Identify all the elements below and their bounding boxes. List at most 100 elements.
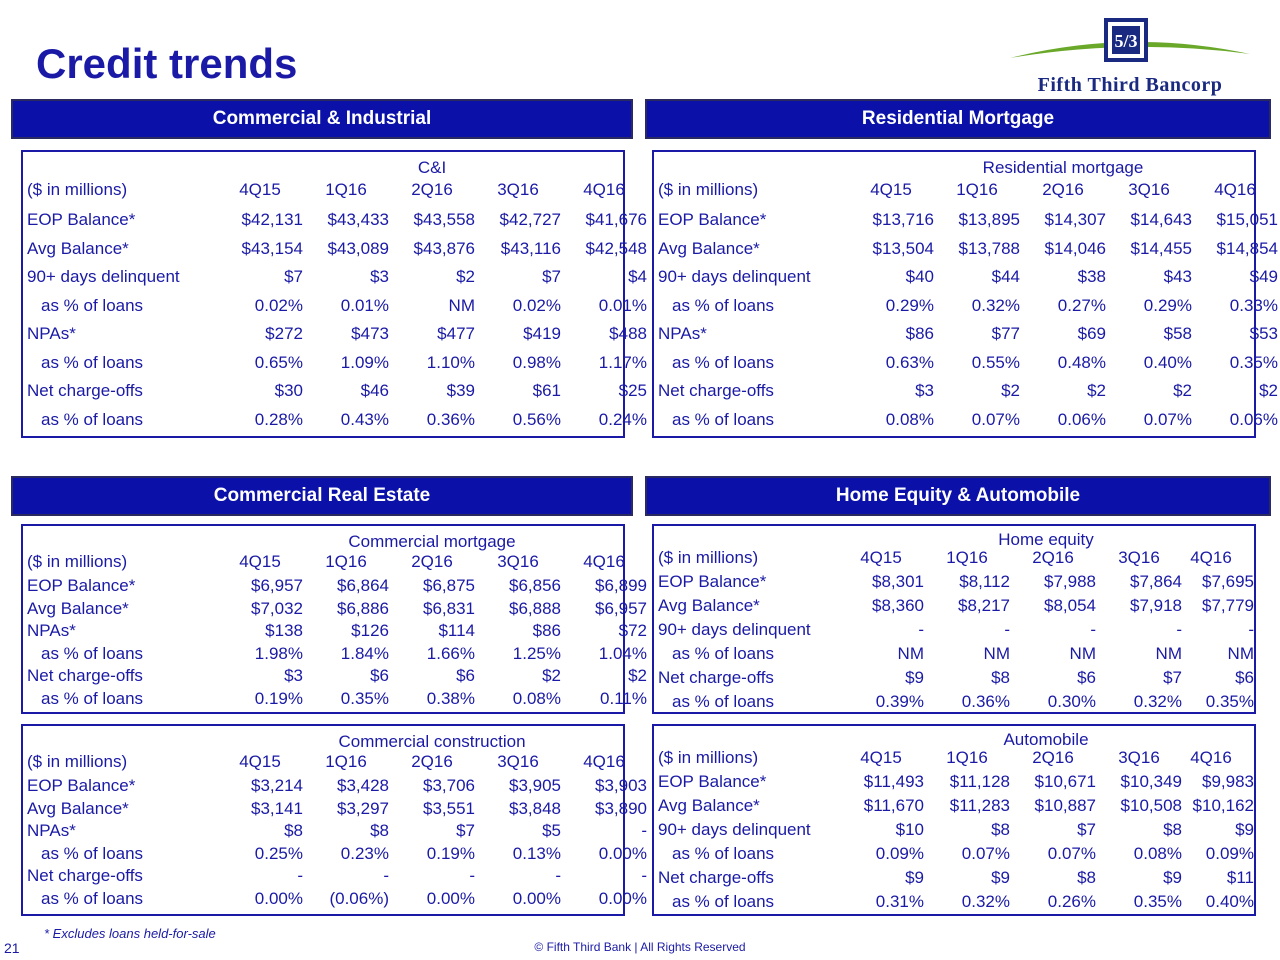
- cell-value: $44: [991, 267, 1020, 286]
- cell-value: $11,283: [949, 796, 1010, 815]
- table-caption: C&I: [417, 158, 447, 177]
- cell-value: 0.26%: [1047, 892, 1096, 911]
- cell-value: $8: [284, 821, 303, 840]
- page-title: Credit trends: [36, 40, 298, 87]
- cell-value: $3,706: [423, 776, 475, 795]
- table-row: as % of loans NM NM NM NM NM: [658, 644, 1258, 666]
- period-header: 1Q16: [956, 180, 998, 199]
- cell-value: $8,054: [1044, 596, 1096, 615]
- cell-value: 0.27%: [1057, 295, 1106, 315]
- cell-value: 0.00%: [254, 888, 303, 908]
- cell-value: 0.33%: [1229, 295, 1278, 315]
- cell-value: $77: [991, 324, 1020, 343]
- cell-value: 0.38%: [426, 688, 475, 708]
- cell-value: $13,895: [958, 210, 1020, 229]
- period-header: 1Q16: [325, 180, 367, 199]
- cell-value: 0.00%: [598, 888, 647, 908]
- cell-value: $8: [991, 668, 1010, 687]
- table-row: as % of loans 0.00% (0.06%) 0.00% 0.00% 0.00%: [27, 888, 647, 911]
- table-header-row: ($ in millions) 4Q15 1Q16 2Q16 3Q16 4Q16: [658, 548, 1258, 570]
- cell-value: $3,141: [251, 798, 303, 818]
- period-header: 4Q16: [1190, 748, 1232, 767]
- page-number: 21: [4, 940, 20, 956]
- cell-value: $6: [456, 666, 475, 685]
- cell-value: $10,508: [1120, 796, 1182, 815]
- cell-value: 0.01%: [340, 295, 389, 315]
- cell-value: $13,716: [872, 210, 934, 229]
- cell-value: $41,676: [585, 210, 647, 229]
- cell-value: $8,301: [872, 572, 924, 591]
- row-label: as % of loans: [41, 888, 144, 908]
- cell-value: $61: [532, 381, 561, 400]
- logo-mark: 5/3: [1114, 31, 1137, 51]
- row-label: as % of loans: [41, 643, 144, 663]
- period-header: 3Q16: [1128, 180, 1170, 199]
- cell-value: NM: [983, 644, 1010, 663]
- period-header: 3Q16: [1118, 548, 1160, 567]
- cell-value: $11,670: [863, 796, 924, 815]
- cell-value: $7: [1163, 668, 1182, 687]
- period-header: 4Q15: [870, 180, 912, 199]
- section-commercial-industrial: Commercial & Industrial: [11, 99, 633, 139]
- cell-value: $3,551: [423, 798, 475, 818]
- cell-value: $3: [284, 666, 303, 685]
- row-label: Avg Balance*: [658, 238, 760, 258]
- row-label: EOP Balance*: [658, 772, 767, 791]
- period-header: 3Q16: [497, 552, 539, 571]
- cell-value: 0.56%: [512, 409, 561, 429]
- table-row: 90+ days delinquent $40 $44 $38 $43 $49: [658, 267, 1278, 289]
- row-label: as % of loans: [672, 692, 775, 711]
- cell-value: 0.08%: [512, 688, 561, 708]
- cell-value: 1.17%: [598, 352, 647, 372]
- row-label: as % of loans: [672, 409, 775, 429]
- unit-label: ($ in millions): [658, 548, 759, 567]
- cell-value: $6,957: [595, 598, 647, 618]
- table-row: EOP Balance* $6,957 $6,864 $6,875 $6,856 $6,8…: [27, 576, 647, 598]
- cell-value: 1.25%: [512, 643, 561, 663]
- cell-value: $6: [370, 666, 389, 685]
- period-header: 2Q16: [411, 752, 453, 771]
- row-label: as % of loans: [41, 409, 144, 429]
- cell-value: $114: [438, 621, 475, 640]
- table-caption: Automobile: [1003, 730, 1089, 749]
- cell-value: $30: [274, 381, 303, 400]
- cell-value: $49: [1249, 267, 1278, 286]
- cell-value: -: [383, 866, 389, 885]
- table-caption: Home equity: [998, 530, 1094, 549]
- cell-value: $8,112: [959, 572, 1010, 591]
- table-row: Avg Balance* $8,360 $8,217 $8,054 $7,918 $7,7…: [658, 596, 1258, 618]
- logo-brand-text: Fifth Third Bancorp: [1037, 74, 1223, 96]
- cell-value: 0.13%: [512, 843, 561, 863]
- cell-value: -: [1090, 620, 1096, 639]
- cell-value: 0.09%: [1205, 844, 1254, 863]
- section-residential-mortgage: Residential Mortgage: [645, 99, 1271, 139]
- row-label: EOP Balance*: [27, 576, 136, 595]
- unit-label: ($ in millions): [27, 752, 128, 771]
- cell-value: $14,046: [1044, 238, 1106, 258]
- cell-value: -: [297, 866, 303, 885]
- cell-value: -: [641, 866, 647, 885]
- cell-value: 0.06%: [1057, 409, 1106, 429]
- cell-value: 0.02%: [254, 295, 303, 315]
- cell-value: $7: [1077, 820, 1096, 839]
- row-label: as % of loans: [41, 295, 144, 315]
- cell-value: $58: [1163, 324, 1192, 343]
- cell-value: $126: [351, 621, 389, 640]
- cell-value: -: [1176, 620, 1182, 639]
- table-row: Avg Balance* $7,032 $6,886 $6,831 $6,888 $6,9…: [27, 599, 647, 621]
- cell-value: $8: [991, 820, 1010, 839]
- table-header-row: ($ in millions) 4Q15 1Q16 2Q16 3Q16 4Q16: [658, 180, 1258, 202]
- period-header: 4Q16: [1214, 180, 1256, 199]
- cell-value: $272: [265, 324, 303, 343]
- cell-value: 0.07%: [961, 844, 1010, 863]
- table-row: EOP Balance* $13,716 $13,895 $14,307 $14,643…: [658, 210, 1278, 232]
- cell-value: $86: [905, 324, 934, 343]
- cell-value: $7: [284, 267, 303, 286]
- cell-value: $7,918: [1130, 596, 1182, 615]
- period-header: 1Q16: [325, 752, 367, 771]
- cell-value: $477: [437, 324, 475, 343]
- unit-label: ($ in millions): [658, 748, 759, 767]
- cell-value: $488: [609, 324, 647, 343]
- cell-value: 0.29%: [885, 295, 934, 315]
- table-row: as % of loans 0.09% 0.07% 0.07% 0.08% 0.09%: [658, 844, 1258, 866]
